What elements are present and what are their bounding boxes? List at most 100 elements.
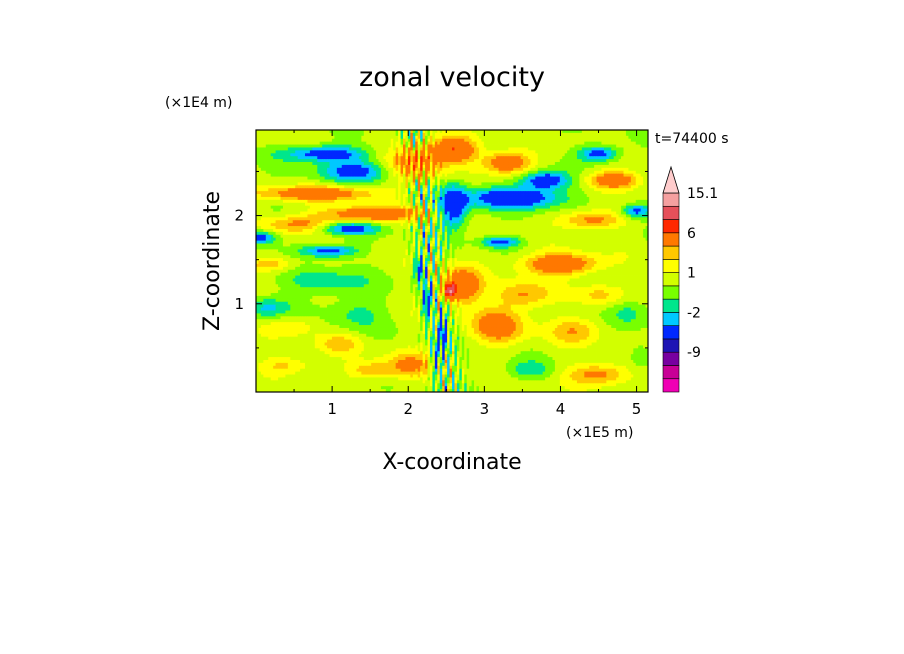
heatmap-cell	[611, 182, 615, 186]
heatmap-cell	[616, 217, 619, 221]
heatmap-cell	[535, 138, 539, 143]
heatmap-cell	[505, 164, 509, 169]
heatmap-cell	[510, 185, 514, 189]
heatmap-cell	[358, 153, 362, 157]
heatmap-cell	[606, 159, 610, 163]
heatmap-cell	[542, 170, 546, 175]
heatmap-cell	[314, 164, 318, 169]
heatmap-cell	[510, 153, 514, 157]
heatmap-cell	[645, 205, 649, 209]
heatmap-cell	[616, 191, 619, 195]
heatmap-cell	[368, 182, 372, 186]
heatmap-cell	[324, 170, 328, 175]
heatmap-cell	[635, 173, 639, 177]
heatmap-cell	[554, 144, 558, 148]
heatmap-cell	[349, 144, 352, 148]
heatmap-cell	[594, 170, 597, 175]
heatmap-cell	[268, 211, 272, 215]
heatmap-cell	[510, 135, 514, 140]
heatmap-cell	[358, 199, 362, 204]
heatmap-cell	[407, 156, 411, 160]
heatmap-cell	[508, 147, 512, 151]
heatmap-cell	[398, 138, 401, 143]
heatmap-cell	[415, 214, 419, 218]
heatmap-cell	[346, 132, 350, 137]
heatmap-cell	[295, 199, 299, 204]
heatmap-cell	[442, 132, 446, 137]
heatmap-cell	[378, 141, 382, 145]
heatmap-cell	[256, 167, 259, 172]
heatmap-cell	[633, 156, 637, 160]
heatmap-cell	[317, 217, 321, 221]
heatmap-cell	[601, 211, 605, 215]
heatmap-cell	[567, 188, 570, 192]
heatmap-cell	[552, 202, 556, 207]
heatmap-cell	[422, 170, 426, 175]
heatmap-cell	[302, 144, 306, 148]
heatmap-cell	[576, 156, 580, 160]
heatmap-cell	[319, 194, 323, 198]
heatmap-cell	[643, 147, 646, 151]
heatmap-cell	[341, 214, 345, 218]
heatmap-cell	[452, 205, 455, 209]
heatmap-cell	[339, 176, 343, 180]
heatmap-cell	[574, 138, 578, 143]
heatmap-cell	[447, 202, 450, 207]
heatmap-cell	[486, 135, 490, 140]
heatmap-cell	[603, 205, 607, 209]
heatmap-cell	[388, 141, 392, 145]
heatmap-cell	[322, 185, 325, 189]
heatmap-cell	[373, 132, 377, 137]
heatmap-cell	[599, 199, 602, 204]
heatmap-cell	[616, 138, 619, 143]
heatmap-cell	[483, 202, 487, 207]
heatmap-cell	[564, 130, 568, 134]
heatmap-cell	[415, 159, 419, 163]
heatmap-cell	[290, 167, 294, 172]
heatmap-cell	[581, 176, 585, 180]
heatmap-cell	[400, 164, 404, 169]
heatmap-cell	[405, 173, 409, 177]
heatmap-cell	[488, 217, 492, 221]
heatmap-cell	[584, 185, 588, 189]
heatmap-cell	[398, 167, 401, 172]
heatmap-cell	[319, 147, 323, 151]
heatmap-cell	[483, 135, 487, 140]
heatmap-cell	[378, 135, 382, 140]
heatmap-cell	[640, 188, 644, 192]
heatmap-cell	[625, 217, 629, 221]
heatmap-cell	[476, 188, 480, 192]
heatmap-cell	[344, 199, 348, 204]
heatmap-cell	[501, 170, 504, 175]
heatmap-cell	[444, 173, 448, 177]
heatmap-cell	[385, 167, 389, 172]
heatmap-cell	[628, 196, 632, 201]
heatmap-cell	[322, 217, 325, 221]
heatmap-cell	[572, 188, 575, 192]
heatmap-cell	[395, 135, 399, 140]
heatmap-cell	[542, 159, 546, 163]
heatmap-cell	[388, 185, 392, 189]
heatmap-cell	[432, 211, 436, 215]
heatmap-cell	[437, 214, 441, 218]
heatmap-cell	[393, 159, 397, 163]
heatmap-cell	[601, 153, 605, 157]
heatmap-cell	[594, 147, 597, 151]
heatmap-cell	[278, 179, 281, 183]
heatmap-cell	[363, 185, 367, 189]
heatmap-cell	[601, 191, 605, 195]
heatmap-cell	[403, 194, 406, 198]
heatmap-cell	[317, 170, 321, 175]
heatmap-cell	[452, 147, 455, 151]
heatmap-cell	[540, 132, 544, 137]
heatmap-cell	[559, 164, 563, 169]
heatmap-cell	[319, 167, 323, 172]
heatmap-cell	[278, 199, 281, 204]
heatmap-cell	[601, 167, 605, 172]
heatmap-cell	[508, 185, 512, 189]
heatmap-cell	[290, 150, 294, 154]
heatmap-cell	[434, 214, 438, 218]
heatmap-cell	[562, 153, 566, 157]
heatmap-cell	[525, 147, 529, 151]
heatmap-cell	[613, 202, 617, 207]
